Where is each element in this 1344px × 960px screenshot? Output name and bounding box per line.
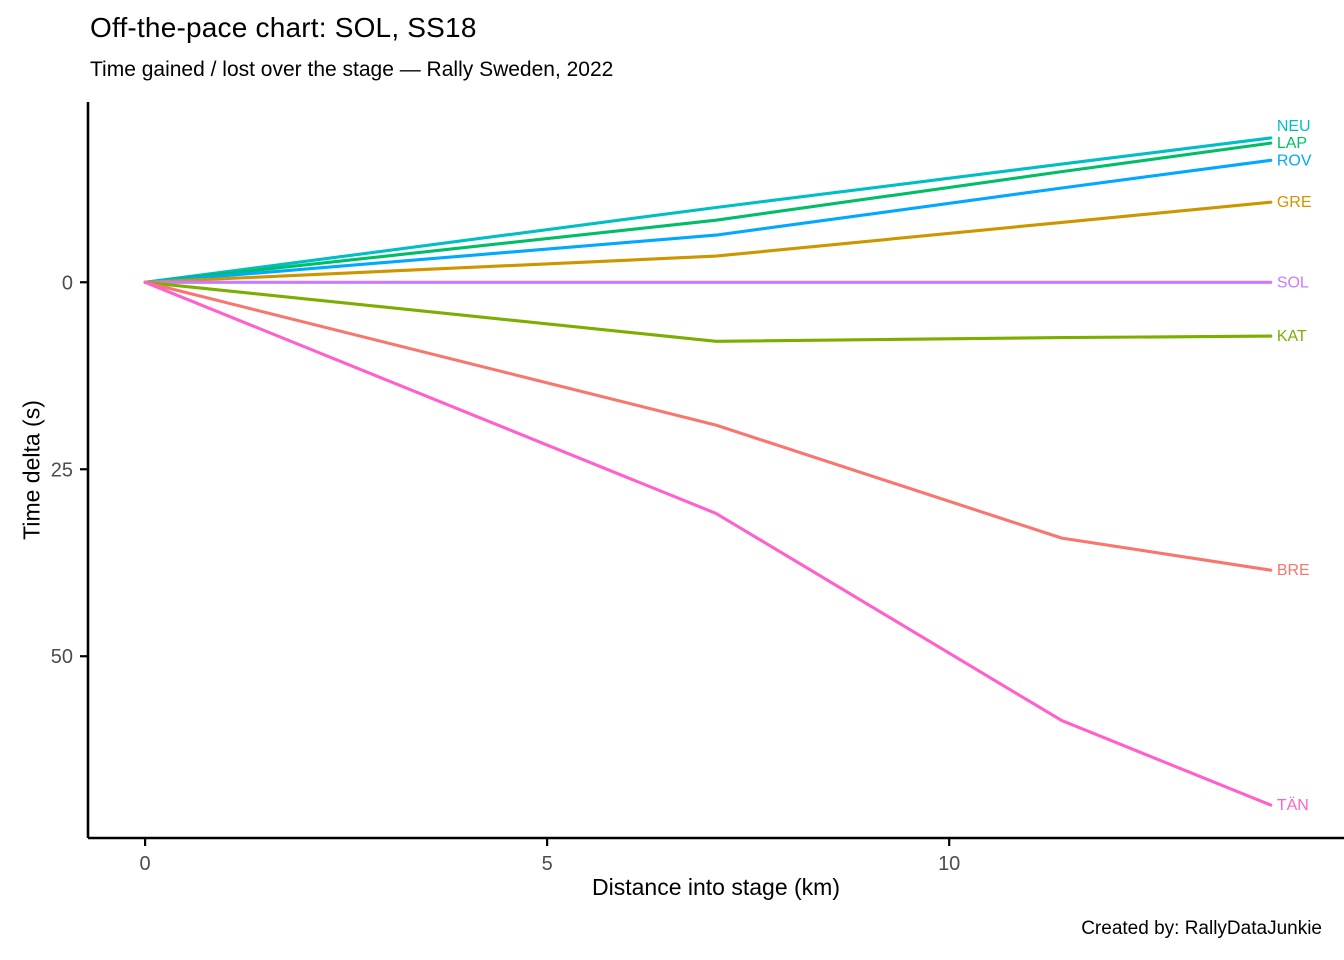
x-axis-title: Distance into stage (km) [0, 874, 1344, 901]
line-label-KAT: KAT [1277, 328, 1307, 345]
x-tick-label: 10 [938, 853, 960, 875]
line-GRE [143, 200, 1273, 284]
line-label-GRE: GRE [1277, 194, 1312, 211]
x-tick-label: 0 [140, 853, 151, 875]
line-TÄN [143, 280, 1273, 807]
line-LAP [143, 141, 1273, 284]
y-tick-label: 0 [62, 272, 73, 294]
line-NEU [143, 136, 1273, 284]
line-BRE [143, 280, 1273, 572]
line-label-NEU: NEU [1277, 118, 1311, 135]
line-label-LAP: LAP [1277, 135, 1307, 152]
line-label-TÄN: TÄN [1277, 796, 1309, 814]
x-tick-label: 5 [542, 853, 553, 875]
line-KAT [143, 280, 1273, 343]
y-tick-label: 50 [51, 646, 73, 668]
chart-subtitle: Time gained / lost over the stage — Rall… [90, 58, 614, 81]
line-label-SOL: SOL [1277, 274, 1309, 291]
line-ROV [143, 158, 1273, 284]
y-axis-title: Time delta (s) [18, 400, 45, 540]
y-tick-label: 25 [51, 459, 73, 481]
line-label-BRE: BRE [1277, 562, 1310, 579]
x-axis-title-text: Distance into stage (km) [592, 874, 840, 900]
chart-title: Off-the-pace chart: SOL, SS18 [90, 12, 477, 43]
line-label-ROV: ROV [1277, 152, 1312, 169]
footer-credit: Created by: RallyDataJunkie [1081, 918, 1322, 939]
